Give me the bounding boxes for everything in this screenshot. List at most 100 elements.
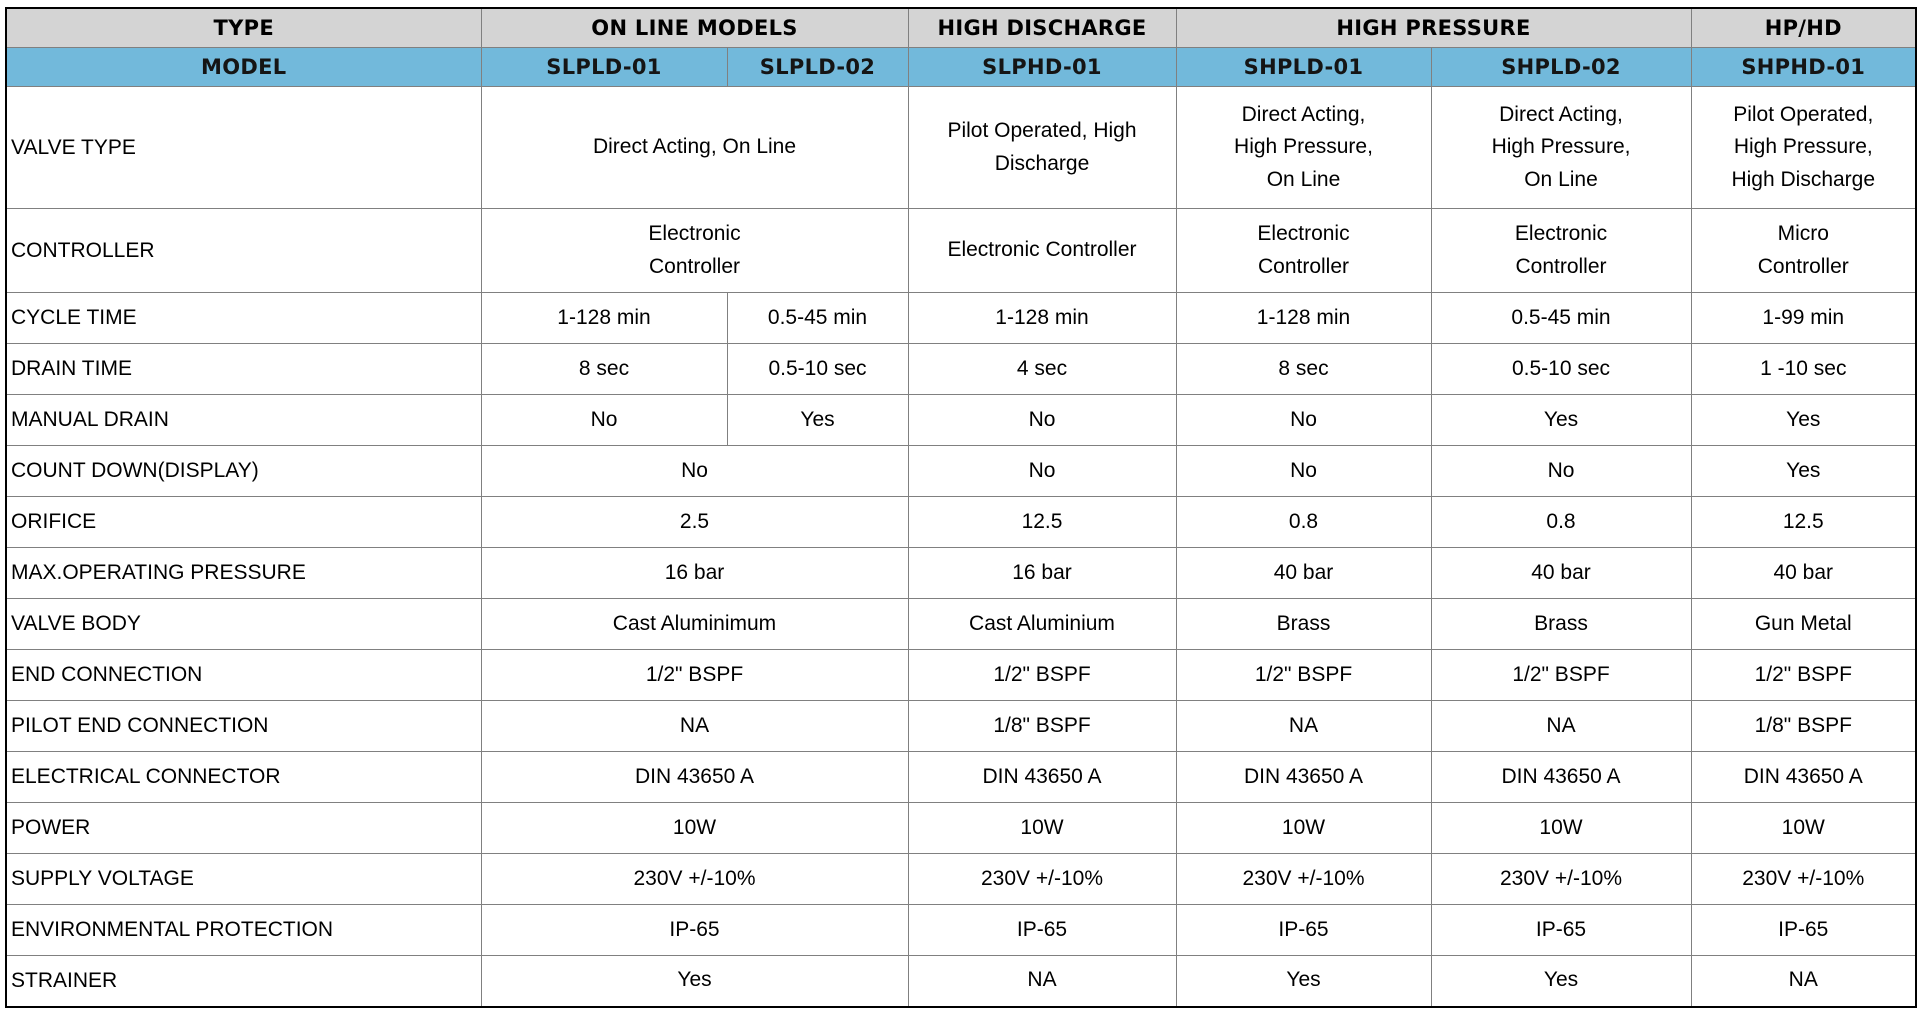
spec-cell: 0.5-45 min [726,292,909,344]
spec-cell: 10W [907,802,1177,854]
row-label: VALVE TYPE [5,86,482,209]
spec-cell: No [480,394,728,446]
spec-cell: 230V +/-10% [1175,853,1432,905]
table-row: ELECTRICAL CONNECTOR DIN 43650 A DIN 43650… [5,751,1917,803]
table-row: END CONNECTION 1/2" BSPF 1/2" BSPF 1/2" BSP… [5,649,1917,701]
spec-cell: 0.5-10 sec [1430,343,1692,395]
valve-spec-table: TYPE ON LINE MODELS HIGH DISCHARGE HIGH PRE… [5,7,1918,1008]
spec-cell: 1/2" BSPF [1690,649,1917,701]
category-header-cell: HIGH DISCHARGE [907,7,1177,48]
table-row: VALVE TYPE Direct Acting, On Line Pilot Op… [5,86,1917,209]
spec-cell: DIN 43650 A [480,751,909,803]
category-header-cell: ON LINE MODELS [480,7,909,48]
spec-cell: 1/2" BSPF [1175,649,1432,701]
spec-cell: Cast Aluminium [907,598,1177,650]
spec-cell: Pilot Operated, High Pressure, High Disc… [1690,86,1917,209]
row-label: STRAINER [5,955,482,1007]
model-header-cell: MODEL [5,47,482,87]
spec-cell: No [907,394,1177,446]
spec-cell: IP-65 [907,904,1177,956]
spec-cell: 0.5-45 min [1430,292,1692,344]
row-label: CYCLE TIME [5,292,482,344]
spec-cell: NA [1430,700,1692,752]
row-label: ELECTRICAL CONNECTOR [5,751,482,803]
spec-cell: Yes [1430,394,1692,446]
spec-cell: 1-128 min [1175,292,1432,344]
spec-cell: IP-65 [1690,904,1917,956]
spec-cell: 10W [1175,802,1432,854]
spec-cell: Direct Acting, High Pressure, On Line [1430,86,1692,209]
row-label: MAX.OPERATING PRESSURE [5,547,482,599]
spec-cell: 1-99 min [1690,292,1917,344]
spec-cell: 1/8" BSPF [907,700,1177,752]
spec-cell: Micro Controller [1690,208,1917,293]
spec-cell: No [480,445,909,497]
spec-cell: 1/8" BSPF [1690,700,1917,752]
table-row: ENVIRONMENTAL PROTECTION IP-65 IP-65 IP-65 I… [5,904,1917,956]
spec-cell: Yes [480,955,909,1007]
spec-cell: Cast Aluminimum [480,598,909,650]
spec-cell: 40 bar [1690,547,1917,599]
model-header-cell: SHPHD-01 [1690,47,1917,87]
spec-cell: Electronic Controller [1175,208,1432,293]
table-row: STRAINER Yes NA Yes Yes NA [5,955,1917,1007]
spec-cell: 40 bar [1175,547,1432,599]
spec-cell: 8 sec [480,343,728,395]
table-body: VALVE TYPE Direct Acting, On Line Pilot Op… [5,86,1917,1007]
table-row: CONTROLLER Electronic Controller Electroni… [5,208,1917,293]
spec-cell: No [1175,445,1432,497]
spec-cell: 12.5 [907,496,1177,548]
table-row: SUPPLY VOLTAGE 230V +/-10% 230V +/-10% 230V… [5,853,1917,905]
spec-cell: Direct Acting, On Line [480,86,909,209]
category-header-cell: TYPE [5,7,482,48]
spec-cell: 0.8 [1430,496,1692,548]
spec-cell: Electronic Controller [480,208,909,293]
spec-cell: 230V +/-10% [1430,853,1692,905]
table-row: MANUAL DRAIN No Yes No No Yes Yes [5,394,1917,446]
spec-cell: No [1430,445,1692,497]
row-label: COUNT DOWN(DISPLAY) [5,445,482,497]
spec-cell: No [907,445,1177,497]
model-header-cell: SLPLD-02 [726,47,909,87]
model-header-cell: SLPHD-01 [907,47,1177,87]
spec-cell: 12.5 [1690,496,1917,548]
spec-cell: Yes [1430,955,1692,1007]
model-header-cell: SHPLD-02 [1430,47,1692,87]
spec-cell: Electronic Controller [1430,208,1692,293]
table-row: CYCLE TIME 1-128 min 0.5-45 min 1-128 min 1-… [5,292,1917,344]
type-header-row: TYPE ON LINE MODELS HIGH DISCHARGE HIGH PRE… [5,7,1917,48]
spec-cell: 16 bar [480,547,909,599]
table-row: COUNT DOWN(DISPLAY) No No No No Yes [5,445,1917,497]
table-row: POWER 10W 10W 10W 10W 10W [5,802,1917,854]
spec-cell: 230V +/-10% [1690,853,1917,905]
spec-cell: No [1175,394,1432,446]
table-row: MAX.OPERATING PRESSURE 16 bar 16 bar 40 bar… [5,547,1917,599]
row-label: POWER [5,802,482,854]
spec-cell: 0.5-10 sec [726,343,909,395]
row-label: ORIFICE [5,496,482,548]
spec-cell: 1 -10 sec [1690,343,1917,395]
table-row: DRAIN TIME 8 sec 0.5-10 sec 4 sec 8 sec 0.5-1… [5,343,1917,395]
spec-cell: Pilot Operated, High Discharge [907,86,1177,209]
spec-cell: NA [1690,955,1917,1007]
spec-cell: 40 bar [1430,547,1692,599]
spec-cell: 1-128 min [907,292,1177,344]
spec-cell: NA [907,955,1177,1007]
row-label: MANUAL DRAIN [5,394,482,446]
spec-cell: IP-65 [1430,904,1692,956]
spec-cell: DIN 43650 A [907,751,1177,803]
spec-cell: Yes [1690,394,1917,446]
spec-cell: Gun Metal [1690,598,1917,650]
category-header-cell: HIGH PRESSURE [1175,7,1692,48]
spec-cell: Yes [1690,445,1917,497]
row-label: END CONNECTION [5,649,482,701]
spec-cell: 10W [1430,802,1692,854]
row-label: ENVIRONMENTAL PROTECTION [5,904,482,956]
row-label: SUPPLY VOLTAGE [5,853,482,905]
model-header-cell: SLPLD-01 [480,47,728,87]
model-header-row: MODEL SLPLD-01 SLPLD-02 SLPHD-01 SHPLD-01 SHP… [5,47,1917,87]
spec-cell: 16 bar [907,547,1177,599]
spec-cell: IP-65 [480,904,909,956]
model-header-cell: SHPLD-01 [1175,47,1432,87]
